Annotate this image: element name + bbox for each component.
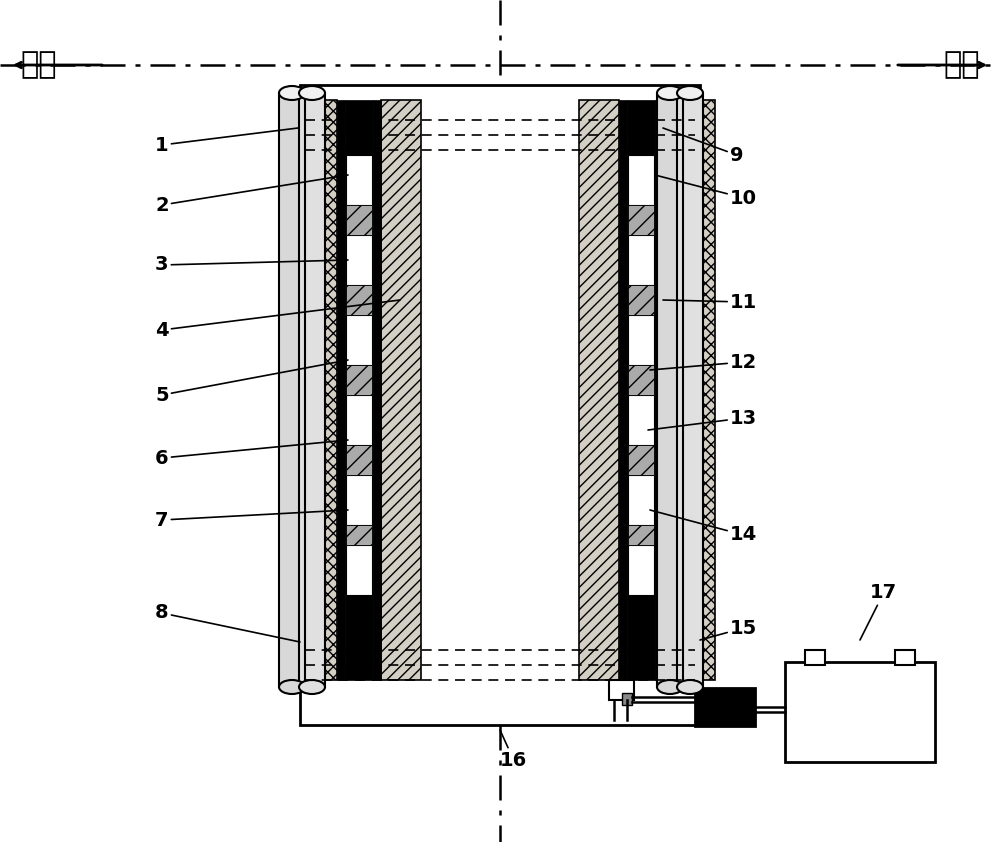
Text: 5: 5 xyxy=(155,360,348,404)
Text: 2: 2 xyxy=(155,175,348,215)
Bar xyxy=(628,525,654,545)
Text: 8: 8 xyxy=(155,604,300,642)
Bar xyxy=(346,315,372,365)
Text: 4: 4 xyxy=(155,300,400,339)
Bar xyxy=(663,100,715,680)
Bar xyxy=(346,545,372,595)
Bar xyxy=(628,155,654,205)
Bar xyxy=(346,235,372,285)
Bar xyxy=(785,662,935,762)
Ellipse shape xyxy=(279,86,305,100)
Bar xyxy=(628,365,654,395)
Bar xyxy=(628,395,654,445)
Bar xyxy=(677,93,703,687)
Ellipse shape xyxy=(677,86,703,100)
Bar xyxy=(346,395,372,445)
Bar xyxy=(895,650,915,665)
Bar xyxy=(346,525,372,545)
Bar xyxy=(657,93,683,687)
Bar xyxy=(285,100,337,680)
Bar xyxy=(628,445,654,475)
Bar xyxy=(655,100,663,680)
Bar xyxy=(300,85,700,725)
Bar xyxy=(381,100,421,680)
Ellipse shape xyxy=(299,86,325,100)
Text: 1: 1 xyxy=(155,128,298,154)
Bar xyxy=(628,475,654,525)
Bar xyxy=(346,205,372,235)
Ellipse shape xyxy=(657,680,683,694)
Text: 13: 13 xyxy=(648,408,757,430)
Bar xyxy=(299,93,325,687)
Bar xyxy=(346,155,372,205)
Text: 16: 16 xyxy=(500,730,527,770)
Bar xyxy=(628,235,654,285)
Bar xyxy=(346,365,372,395)
Ellipse shape xyxy=(677,680,703,694)
Bar xyxy=(337,100,345,680)
Bar xyxy=(373,100,381,680)
Bar xyxy=(346,285,372,315)
Ellipse shape xyxy=(279,680,305,694)
Bar xyxy=(628,285,654,315)
Bar xyxy=(622,693,632,705)
Bar xyxy=(579,100,619,680)
Bar xyxy=(619,100,627,680)
Bar xyxy=(628,205,654,235)
Text: 7: 7 xyxy=(155,510,348,530)
Text: 12: 12 xyxy=(650,353,757,371)
Bar xyxy=(279,93,305,687)
Text: 14: 14 xyxy=(650,510,757,545)
Text: 17: 17 xyxy=(860,584,897,640)
Bar xyxy=(628,315,654,365)
Text: 室内: 室内 xyxy=(944,51,980,79)
Bar xyxy=(346,475,372,525)
Text: 10: 10 xyxy=(655,175,757,207)
Text: 6: 6 xyxy=(155,440,348,467)
Bar xyxy=(628,545,654,595)
Bar xyxy=(346,445,372,475)
Bar xyxy=(695,688,755,726)
Text: 11: 11 xyxy=(663,292,757,312)
Text: 室外: 室外 xyxy=(20,51,57,79)
Text: 9: 9 xyxy=(663,128,744,164)
Bar xyxy=(805,650,825,665)
Ellipse shape xyxy=(299,680,325,694)
Bar xyxy=(345,100,373,680)
Bar xyxy=(609,680,634,700)
Text: 15: 15 xyxy=(700,619,757,640)
Bar xyxy=(627,100,655,680)
Ellipse shape xyxy=(657,86,683,100)
Text: 3: 3 xyxy=(155,255,348,274)
